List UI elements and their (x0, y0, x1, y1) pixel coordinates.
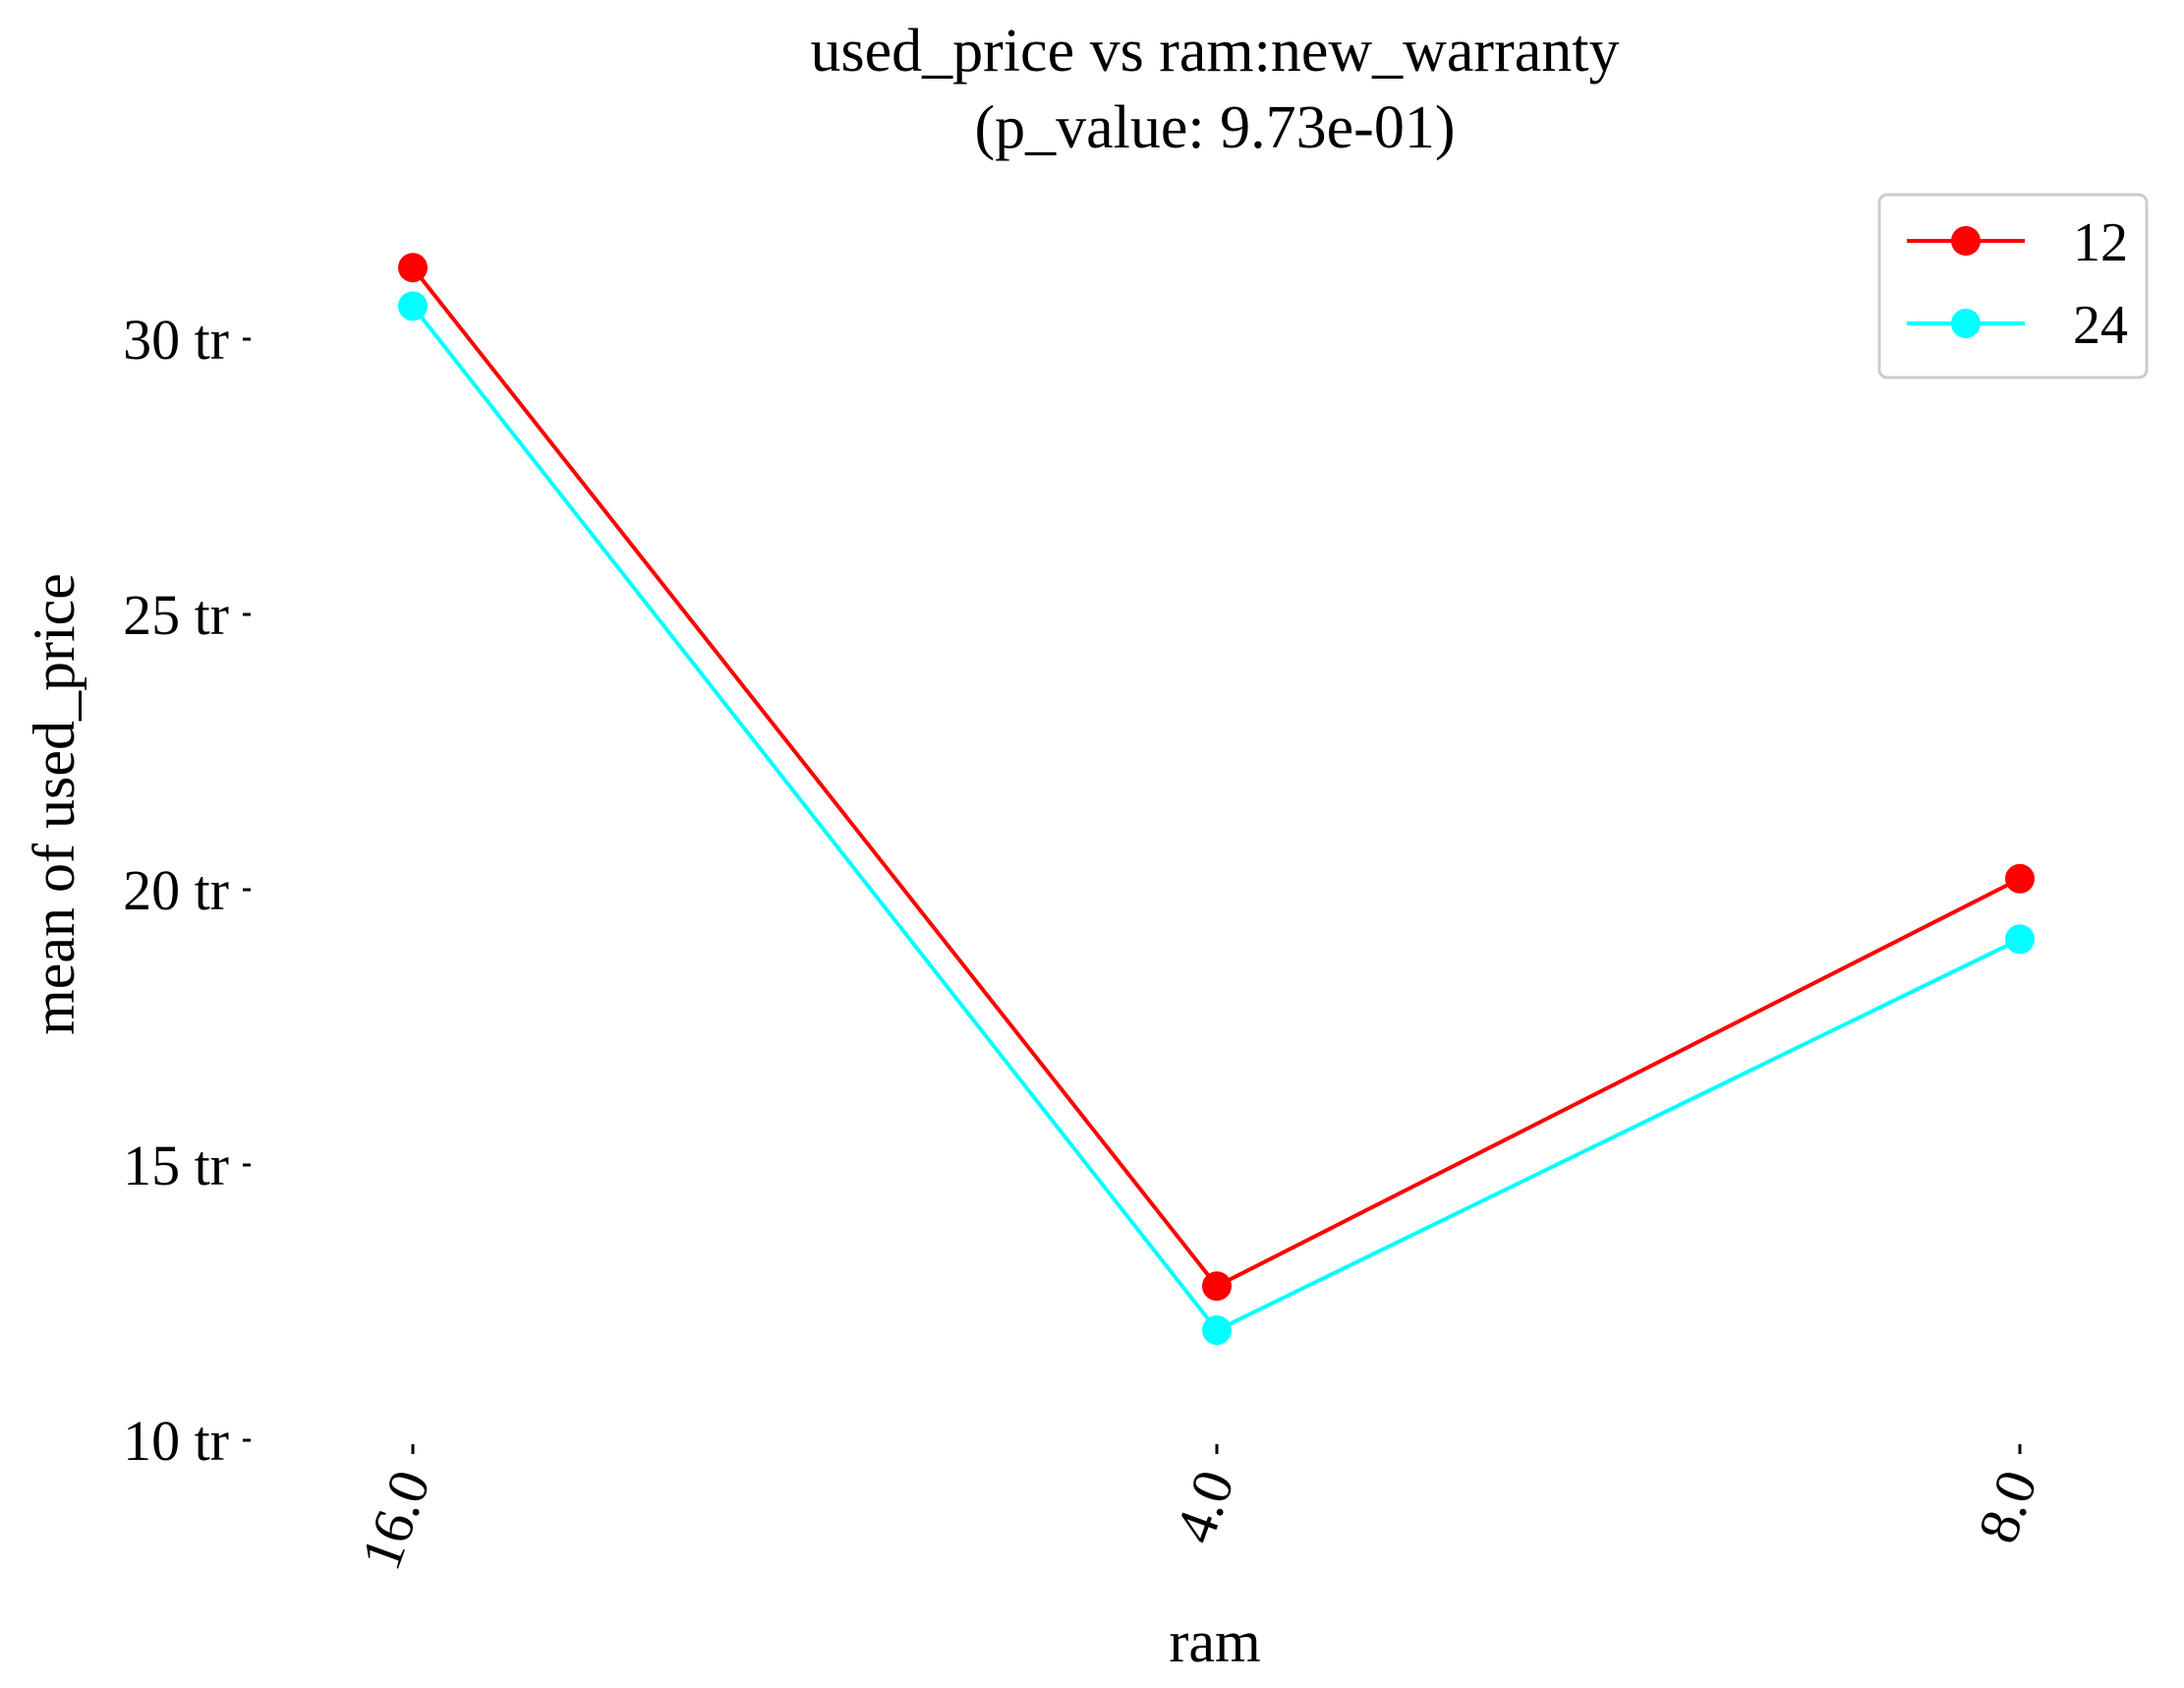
chart-subtitle: (p_value: 9.73e-01) (975, 94, 1456, 161)
legend-item: 24 (1907, 295, 2128, 356)
legend-item: 12 (1907, 212, 2128, 273)
series-line (411, 265, 2021, 1289)
y-axis-label: mean of used_price (22, 573, 86, 1035)
legend-label: 12 (2073, 212, 2128, 273)
series-line (411, 305, 2021, 1333)
chart-title: used_price vs ram:new_warranty (811, 18, 1620, 85)
x-tick-label: 4.0 (1162, 1462, 1246, 1550)
y-tick-label: 15 tr (123, 1134, 229, 1197)
series-layer (398, 253, 2035, 1345)
y-tick-label: 20 tr (123, 858, 229, 922)
legend-marker (1951, 309, 1981, 338)
data-point (1202, 1271, 1232, 1302)
legend-label: 24 (2073, 295, 2128, 356)
y-tick-label: 10 tr (123, 1409, 229, 1473)
data-point (2005, 863, 2035, 894)
x-axis-label: ram (1169, 1609, 1260, 1674)
series-24 (398, 291, 2035, 1345)
x-axis-ticks: 16.0 4.0 8.0 (348, 1444, 2049, 1578)
data-point (398, 253, 428, 283)
y-tick-label: 25 tr (123, 583, 229, 647)
y-tick-label: 30 tr (123, 308, 229, 372)
x-tick-label: 8.0 (1965, 1462, 2049, 1550)
series-12 (398, 253, 2035, 1302)
data-point (1202, 1315, 1232, 1345)
data-point (2005, 924, 2035, 955)
x-tick-label: 16.0 (348, 1462, 442, 1578)
y-axis-ticks: 10 tr 15 tr 20 tr 25 tr 30 tr (123, 308, 251, 1473)
legend-marker (1951, 226, 1981, 256)
data-point (398, 291, 428, 321)
